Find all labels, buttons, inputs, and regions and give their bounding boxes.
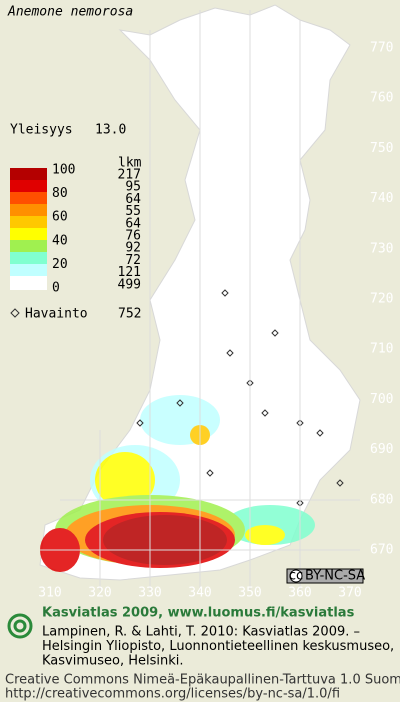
scale-label: 60: [52, 210, 68, 225]
easting-label: 360: [288, 586, 311, 601]
frequency-label: Yleisyys: [10, 123, 73, 138]
northing-label: 730: [370, 241, 393, 256]
marker-icon: [10, 308, 20, 318]
observations-label: Havainto: [25, 307, 88, 322]
northing-label: 700: [370, 392, 393, 407]
scale-label: 100: [52, 163, 75, 178]
northing-label: 740: [370, 191, 393, 206]
count: 217: [118, 168, 141, 183]
footer-headline: Kasviatlas 2009, www.luomus.fi/kasviatla…: [42, 606, 355, 621]
map: [39, 4, 361, 590]
observations-value: 752: [118, 307, 141, 322]
easting-label: 340: [188, 586, 211, 601]
count: 92: [125, 241, 141, 256]
count: 64: [125, 216, 141, 231]
easting-label: 330: [138, 586, 161, 601]
count: 55: [125, 204, 141, 219]
easting-label: 370: [338, 586, 361, 601]
northing-label: 750: [370, 141, 393, 156]
scale-label: 20: [52, 257, 68, 272]
scale-label: 80: [52, 186, 68, 201]
easting-label: 310: [38, 586, 61, 601]
northing-label: 670: [370, 543, 393, 558]
title: Anemone nemorosa: [7, 5, 133, 20]
northing-label: 770: [370, 41, 393, 56]
count: 95: [125, 180, 141, 195]
count: 64: [125, 192, 141, 207]
scale-label: 0: [52, 281, 60, 296]
northing-label: 690: [370, 442, 393, 457]
citation-line: Lampinen, R. & Lahti, T. 2010: Kasviatla…: [42, 625, 360, 640]
count-header: lkm: [118, 156, 142, 171]
count: 72: [125, 253, 141, 268]
northing-label: 680: [370, 492, 393, 507]
cc-badge: cc BY-NC-SA: [286, 568, 365, 584]
cc-text: BY-NC-SA: [305, 569, 365, 584]
easting-label: 350: [238, 586, 261, 601]
citation-line: Kasvimuseo, Helsinki.: [42, 654, 184, 669]
northing-label: 720: [370, 292, 393, 307]
legend-colors: [10, 168, 47, 290]
grid-lines: [40, 10, 360, 590]
northing-label: 710: [370, 342, 393, 357]
count: 76: [125, 229, 141, 244]
count: 499: [118, 277, 141, 292]
cc-icon: cc: [289, 569, 303, 584]
scale-label: 40: [52, 233, 68, 248]
northing-label: 760: [370, 91, 393, 106]
logo: [7, 613, 33, 639]
citation-line: Helsingin Yliopisto, Luonnontieteellinen…: [42, 639, 394, 654]
count: 121: [118, 265, 141, 280]
license-line: http://creativecommons.org/licenses/by-n…: [5, 687, 340, 702]
frequency-value: 13.0: [95, 123, 126, 138]
easting-label: 320: [88, 586, 111, 601]
license-line: Creative Commons Nimeä-Epäkaupallinen-Ta…: [5, 673, 400, 688]
